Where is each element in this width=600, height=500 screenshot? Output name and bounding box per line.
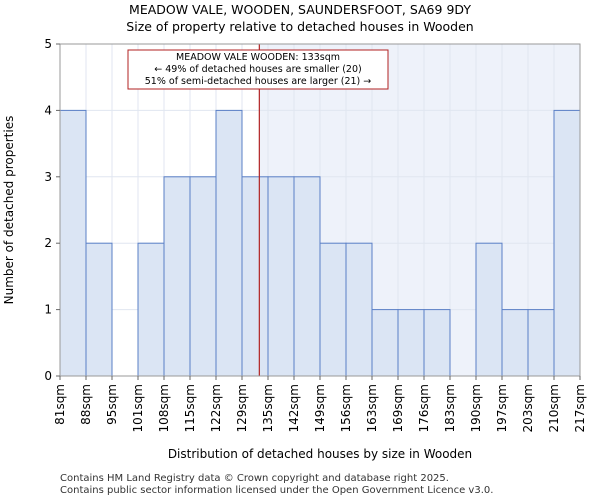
histogram-bar — [501, 309, 529, 377]
x-tick-label: 95sqm — [105, 384, 119, 425]
x-tick-label: 101sqm — [131, 384, 145, 432]
histogram-bar — [189, 176, 217, 377]
histogram-bar — [475, 242, 503, 377]
y-tick-label: 4 — [44, 103, 52, 117]
annotation-line-2: ← 49% of detached houses are smaller (20… — [154, 64, 361, 75]
x-tick-label: 142sqm — [287, 384, 301, 432]
x-tick-label: 122sqm — [209, 384, 223, 432]
histogram-bar — [371, 309, 399, 377]
x-tick-label: 156sqm — [339, 384, 353, 432]
histogram-bar — [527, 309, 555, 377]
histogram-bar — [137, 242, 165, 377]
y-tick-label: 3 — [44, 170, 52, 184]
x-tick-label: 81sqm — [53, 384, 67, 425]
histogram-bar — [163, 176, 191, 377]
x-tick-label: 149sqm — [313, 384, 327, 432]
footer-copyright: Contains HM Land Registry data © Crown c… — [60, 473, 449, 484]
x-tick-label: 210sqm — [547, 384, 561, 432]
histogram-bar — [423, 309, 451, 377]
footer-licence: Contains public sector information licen… — [60, 485, 494, 496]
histogram-bar — [241, 176, 269, 377]
x-tick-label: 135sqm — [261, 384, 275, 432]
histogram-bar — [59, 109, 87, 377]
histogram-bar — [319, 242, 347, 377]
x-tick-label: 129sqm — [235, 384, 249, 432]
y-tick-label: 0 — [44, 369, 52, 383]
histogram-bar — [215, 109, 243, 377]
y-tick-label: 2 — [44, 236, 52, 250]
x-tick-label: 197sqm — [495, 384, 509, 432]
annotation-line-3: 51% of semi-detached houses are larger (… — [145, 76, 372, 87]
x-tick-label: 169sqm — [391, 384, 405, 432]
x-axis-label: Distribution of detached houses by size … — [168, 447, 472, 461]
x-tick-label: 88sqm — [79, 384, 93, 425]
x-tick-label: 163sqm — [365, 384, 379, 432]
annotation-line-1: MEADOW VALE WOODEN: 133sqm — [176, 52, 340, 63]
x-tick-label: 183sqm — [443, 384, 457, 432]
x-tick-label: 190sqm — [469, 384, 483, 432]
annotation-box — [127, 49, 389, 90]
y-tick-label: 1 — [44, 303, 52, 317]
chart-subtitle: Size of property relative to detached ho… — [126, 19, 474, 34]
y-tick-label: 5 — [44, 37, 52, 51]
x-tick-label: 115sqm — [183, 384, 197, 432]
x-tick-label: 217sqm — [573, 384, 587, 432]
histogram-bar — [345, 242, 373, 377]
chart-title: MEADOW VALE, WOODEN, SAUNDERSFOOT, SA69 … — [129, 2, 471, 17]
histogram-bar — [267, 176, 295, 377]
marker-annotation: MEADOW VALE WOODEN: 133sqm ← 49% of deta… — [127, 49, 389, 90]
histogram-bar — [397, 309, 425, 377]
histogram-bar — [293, 176, 321, 377]
histogram-bar — [553, 109, 581, 377]
x-tick-label: 203sqm — [521, 384, 535, 432]
x-tick-label: 176sqm — [417, 384, 431, 432]
y-axis-label: Number of detached properties — [2, 116, 16, 305]
x-tick-label: 108sqm — [157, 384, 171, 432]
histogram-bar — [85, 242, 113, 377]
